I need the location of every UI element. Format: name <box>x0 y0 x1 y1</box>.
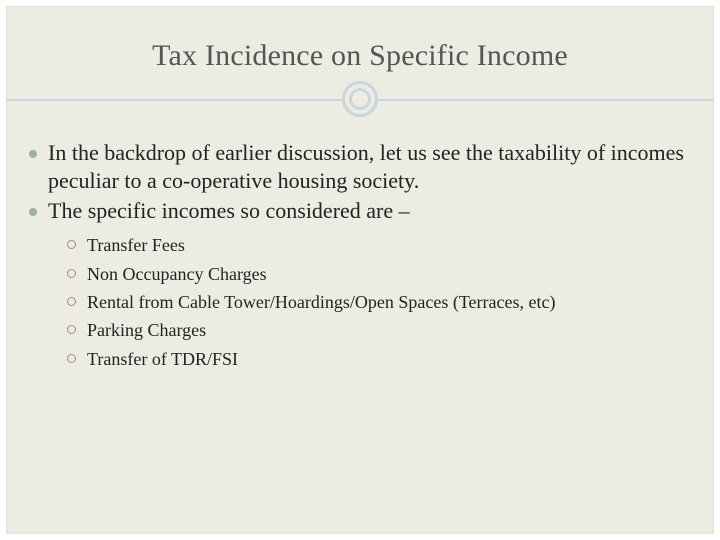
bullet-icon <box>29 150 37 158</box>
hollow-bullet-icon <box>67 240 76 249</box>
hollow-bullet-icon <box>67 354 76 363</box>
sub-bullet-text: Parking Charges <box>87 318 206 342</box>
list-item: Non Occupancy Charges <box>67 262 691 286</box>
sub-bullet-text: Non Occupancy Charges <box>87 262 267 286</box>
bullet-icon <box>29 208 37 216</box>
hollow-bullet-icon <box>67 297 76 306</box>
sub-list: Transfer Fees Non Occupancy Charges Rent… <box>29 233 691 370</box>
list-item: The specific incomes so considered are – <box>29 197 691 225</box>
list-item: Transfer of TDR/FSI <box>67 347 691 371</box>
list-item: Transfer Fees <box>67 233 691 257</box>
slide-container: Tax Incidence on Specific Income In the … <box>6 6 714 534</box>
title-divider <box>7 79 713 119</box>
divider-circle-outer <box>342 81 378 117</box>
page-title: Tax Incidence on Specific Income <box>7 39 713 73</box>
sub-bullet-text: Transfer Fees <box>87 233 185 257</box>
bullet-text: In the backdrop of earlier discussion, l… <box>48 139 691 195</box>
divider-circle-inner <box>349 88 371 110</box>
sub-bullet-text: Transfer of TDR/FSI <box>87 347 238 371</box>
list-item: Rental from Cable Tower/Hoardings/Open S… <box>67 290 691 314</box>
content-area: In the backdrop of earlier discussion, l… <box>7 119 713 371</box>
hollow-bullet-icon <box>67 269 76 278</box>
bullet-text: The specific incomes so considered are – <box>48 197 410 225</box>
list-item: In the backdrop of earlier discussion, l… <box>29 139 691 195</box>
sub-bullet-text: Rental from Cable Tower/Hoardings/Open S… <box>87 290 555 314</box>
list-item: Parking Charges <box>67 318 691 342</box>
hollow-bullet-icon <box>67 325 76 334</box>
title-region: Tax Incidence on Specific Income <box>7 7 713 119</box>
